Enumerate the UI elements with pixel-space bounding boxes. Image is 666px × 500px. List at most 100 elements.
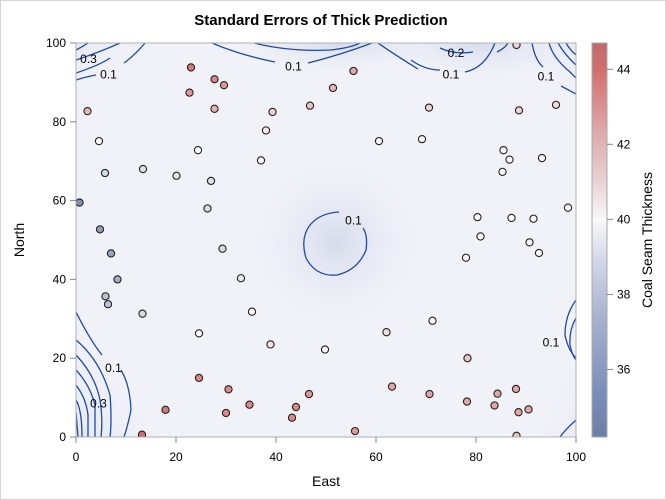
- data-point: [529, 214, 538, 223]
- data-point: [476, 232, 485, 241]
- data-point: [137, 430, 147, 437]
- data-point: [328, 83, 338, 93]
- y-tick-label: 100: [46, 36, 66, 50]
- x-tick-label: 40: [269, 450, 283, 464]
- contour-label: 0.1: [543, 335, 560, 349]
- colorbar-tick-label: 40: [617, 212, 631, 226]
- data-point: [218, 244, 227, 253]
- data-point: [203, 204, 212, 213]
- data-point: [261, 126, 271, 135]
- data-point: [95, 225, 105, 234]
- colorbar-label: Coal Seam Thickness: [639, 172, 655, 308]
- data-point: [94, 136, 104, 146]
- colorbar: [591, 42, 608, 438]
- data-point: [268, 107, 277, 117]
- data-point: [374, 136, 384, 146]
- data-point: [194, 373, 204, 383]
- data-point: [349, 66, 358, 76]
- data-point: [106, 249, 116, 258]
- x-tick-label: 0: [73, 450, 80, 464]
- data-point: [287, 413, 297, 422]
- x-axis: 0 20 40 60 80 100: [73, 437, 586, 464]
- data-point: [463, 354, 472, 363]
- data-point: [382, 328, 391, 337]
- data-point: [424, 103, 434, 112]
- data-point: [304, 389, 314, 399]
- data-point: [185, 88, 194, 97]
- y-tick-label: 20: [53, 351, 67, 365]
- data-point: [387, 382, 397, 391]
- x-tick-label: 100: [566, 450, 586, 464]
- data-point: [221, 408, 231, 418]
- data-point: [186, 63, 196, 72]
- chart-title: Standard Errors of Thick Prediction: [194, 12, 447, 29]
- contour-label: 0.3: [80, 52, 97, 66]
- data-point: [291, 402, 301, 412]
- plot-border: [75, 42, 577, 438]
- data-point: [103, 300, 113, 309]
- data-point: [172, 171, 181, 180]
- data-point: [305, 101, 315, 110]
- data-point: [236, 274, 246, 283]
- y-tick-label: 80: [53, 115, 67, 129]
- data-point: [193, 146, 203, 155]
- x-axis-label: East: [312, 473, 340, 489]
- x-tick-label: 60: [369, 450, 383, 464]
- data-point: [350, 426, 360, 436]
- y-axis: 0 20 40 60 80 100: [46, 36, 76, 444]
- contour-label: 0.1: [538, 69, 555, 83]
- contour-label: 0.1: [285, 60, 302, 74]
- contour-label: 0.3: [90, 397, 107, 411]
- contour-label: 0.1: [443, 68, 460, 82]
- colorbar-tick-label: 44: [617, 62, 631, 76]
- data-point: [461, 253, 471, 262]
- data-point: [425, 389, 434, 399]
- data-point: [138, 309, 147, 318]
- data-point: [512, 43, 521, 50]
- data-point: [417, 134, 427, 144]
- y-axis-label: North: [11, 223, 27, 257]
- data-point: [245, 400, 254, 409]
- data-point: [473, 212, 482, 222]
- colorbar-tick-label: 42: [617, 137, 631, 151]
- contour-label: 0.2: [448, 46, 465, 60]
- data-point: [224, 385, 233, 394]
- colorbar-tick-label: 38: [617, 287, 631, 301]
- data-point: [101, 292, 110, 301]
- data-point: [507, 213, 516, 223]
- data-point: [219, 81, 229, 90]
- data-point: [537, 153, 547, 163]
- contour-label: 0.1: [105, 361, 122, 375]
- contour-lines: [76, 43, 576, 437]
- colorbar-tick-label: 36: [617, 362, 631, 376]
- data-point: [113, 275, 122, 284]
- data-point: [83, 107, 92, 116]
- data-point: [194, 329, 204, 338]
- data-point: [76, 198, 84, 207]
- colorbar-ticks: 36 38 40 42 44: [607, 62, 631, 376]
- data-point: [512, 431, 521, 437]
- y-tick-label: 40: [53, 272, 67, 286]
- data-point: [490, 401, 499, 410]
- data-point: [498, 167, 507, 176]
- data-point: [563, 203, 573, 212]
- contour-label: 0.1: [100, 68, 117, 82]
- data-point: [161, 405, 170, 414]
- data-point: [138, 164, 148, 174]
- data-point: [206, 176, 216, 186]
- data-point: [514, 106, 524, 115]
- data-point: [210, 104, 219, 113]
- data-point: [462, 397, 472, 406]
- x-tick-label: 20: [169, 450, 183, 464]
- data-point: [256, 156, 266, 165]
- data-point: [428, 316, 437, 325]
- data-point: [505, 155, 514, 164]
- y-tick-label: 0: [59, 430, 66, 444]
- contour-label: 0.1: [345, 213, 362, 227]
- data-point: [266, 340, 275, 349]
- data-point: [210, 75, 219, 84]
- data-point: [100, 168, 110, 178]
- data-point: [514, 408, 523, 417]
